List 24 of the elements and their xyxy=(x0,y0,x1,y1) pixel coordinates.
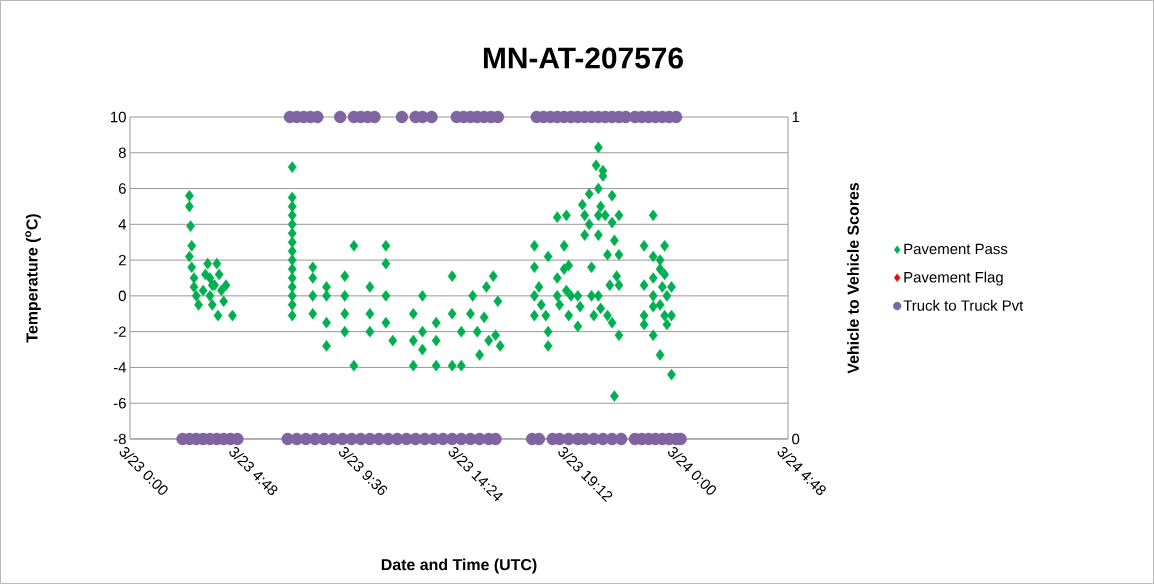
x-tick-label: 3/23 9:36 xyxy=(339,446,388,495)
y-tick-label: 8 xyxy=(118,147,126,159)
y-tick-label: 10 xyxy=(111,111,126,123)
legend-label: Pavement Pass xyxy=(904,243,1008,255)
y-tick-label: -6 xyxy=(113,397,126,409)
y-tick-label: -8 xyxy=(113,433,126,445)
y-tick-label: 2 xyxy=(118,254,126,266)
y-tick-label: 0 xyxy=(118,290,126,302)
y-tick-label: -4 xyxy=(113,362,127,373)
chart-title: MN-AT-207576 xyxy=(483,47,683,69)
y2-axis-title: Vehicle to Vehicle Scores xyxy=(847,182,859,374)
x-tick-label: 3/23 0:00 xyxy=(119,446,168,495)
y-axis-title: Temperature ($^{o}$C) xyxy=(25,214,41,343)
legend-label: Truck to Truck Pvt xyxy=(903,299,1024,311)
y-tick-label: 4 xyxy=(118,219,127,230)
y-tick-label: -2 xyxy=(113,326,126,337)
x-axis-title: Date and Time (UTC) xyxy=(381,558,537,574)
y-tick-label: 6 xyxy=(118,183,126,194)
x-tick-label: 3/23 4:48 xyxy=(229,446,278,496)
y2-tick-label: 1 xyxy=(792,111,800,123)
y2-tick-label: 0 xyxy=(792,433,800,445)
x-tick-label: 3/24 0:00 xyxy=(668,446,716,495)
legend-label: Pavement Flag xyxy=(904,271,1003,286)
x-tick-label: 3/24 4:48 xyxy=(777,446,826,496)
